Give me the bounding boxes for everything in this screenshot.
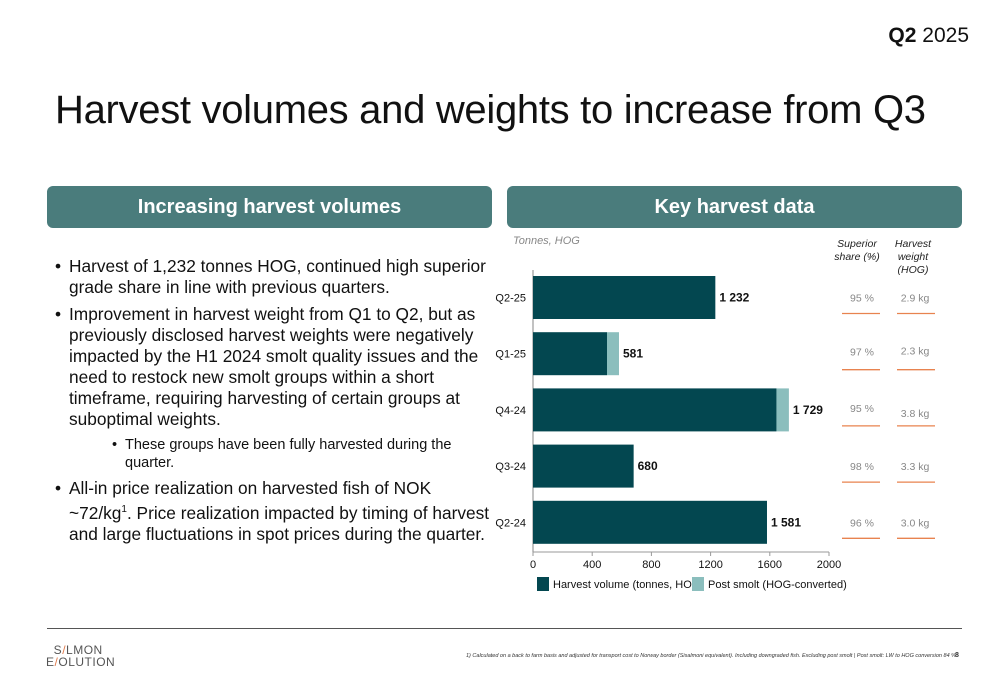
superior-share-header: Superior share (%) <box>834 238 880 263</box>
right-panel-heading: Key harvest data <box>507 186 962 228</box>
category-label: Q2-25 <box>495 293 526 305</box>
salmon-evolution-logo: S/LMON E/OLUTION <box>46 643 116 669</box>
data-label: 1 729 <box>793 403 823 417</box>
superior-share-value: 97 % <box>850 347 874 359</box>
legend-swatch-harvest <box>537 577 549 591</box>
report-period: Q2 2025 <box>888 24 969 47</box>
bullet-list: Harvest of 1,232 tonnes HOG, continued h… <box>55 256 495 551</box>
x-tick-label: 2000 <box>817 559 841 571</box>
category-label: Q2-24 <box>495 517 526 529</box>
x-tick-label: 0 <box>530 559 536 571</box>
legend-label-harvest: Harvest volume (tonnes, HOG) <box>553 579 704 591</box>
harvest-weight-value: 2.9 kg <box>901 293 930 305</box>
harvest-volume-bar <box>533 444 634 488</box>
footnote-ref: 1 <box>121 504 127 515</box>
harvest-weight-value: 3.3 kg <box>901 461 930 473</box>
footer-divider <box>47 628 962 629</box>
legend-label-post-smolt: Post smolt (HOG-converted) <box>708 579 847 591</box>
data-label: 1 581 <box>771 515 801 529</box>
post-smolt-bar <box>607 332 619 376</box>
bullet-item: Improvement in harvest weight from Q1 to… <box>55 304 495 430</box>
harvest-volume-bar <box>533 332 607 376</box>
x-tick-label: 1600 <box>758 559 782 571</box>
data-label: 680 <box>638 459 658 473</box>
legend-swatch-post-smolt <box>692 577 704 591</box>
sub-bullet-item: These groups have been fully harvested d… <box>55 436 495 472</box>
footnote: 1) Calculated on a back to farm basis an… <box>466 653 957 659</box>
harvest-weight-value: 2.3 kg <box>901 346 930 358</box>
superior-share-value: 95 % <box>850 403 874 415</box>
left-panel-heading: Increasing harvest volumes <box>47 186 492 228</box>
harvest-weight-value: 3.0 kg <box>901 517 930 529</box>
x-tick-label: 800 <box>642 559 660 571</box>
harvest-volume-bar <box>533 500 767 544</box>
superior-share-value: 95 % <box>850 293 874 305</box>
category-label: Q4-24 <box>495 405 526 417</box>
harvest-weight-header: Harvest weight (HOG) <box>894 238 932 276</box>
category-label: Q1-25 <box>495 349 526 361</box>
data-label: 1 232 <box>719 291 749 305</box>
superior-share-value: 96 % <box>850 517 874 529</box>
harvest-volume-bar <box>533 388 777 432</box>
page-number: 8 <box>955 652 959 659</box>
category-label: Q3-24 <box>495 461 526 473</box>
chart-unit-label: Tonnes, HOG <box>513 235 580 247</box>
post-smolt-bar <box>776 388 789 432</box>
bullet-item: Harvest of 1,232 tonnes HOG, continued h… <box>55 256 495 298</box>
x-tick-label: 1200 <box>698 559 722 571</box>
superior-share-value: 98 % <box>850 461 874 473</box>
harvest-volume-bar <box>533 276 716 319</box>
page-title: Harvest volumes and weights to increase … <box>55 88 926 132</box>
x-tick-label: 400 <box>583 559 601 571</box>
harvest-weight-value: 3.8 kg <box>901 408 930 420</box>
bullet-item: All-in price realization on harvested fi… <box>55 478 495 545</box>
data-label: 581 <box>623 347 643 361</box>
